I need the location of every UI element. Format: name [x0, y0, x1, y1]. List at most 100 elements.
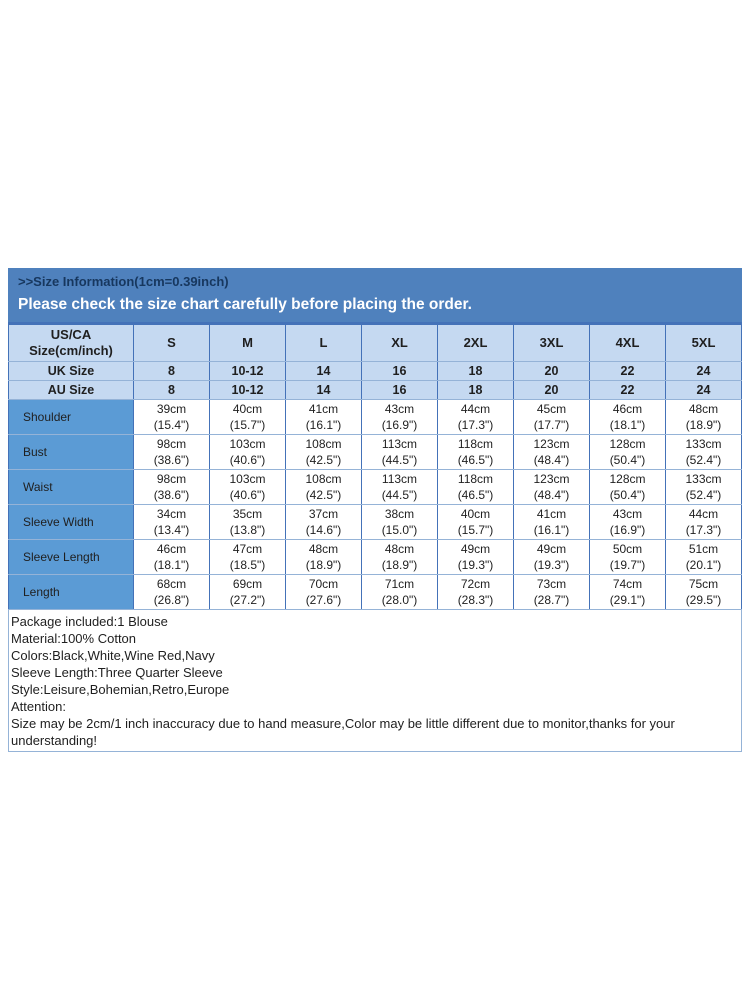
- measurement-cell: 46cm (18.1"): [133, 539, 210, 575]
- cm-value: 123cm: [533, 437, 570, 451]
- measurement-cell: 40cm (15.7"): [437, 504, 514, 540]
- corner-header-line1: US/CA: [50, 327, 92, 342]
- measurement-cell: 41cm (16.1"): [513, 504, 590, 540]
- header-band: >>Size Information(1cm=0.39inch) Please …: [8, 268, 742, 322]
- cm-value: 38cm: [384, 507, 415, 521]
- inch-value: (50.4"): [609, 488, 646, 502]
- inch-value: (13.8"): [229, 523, 266, 537]
- uk-size-value-2: 14: [285, 361, 362, 381]
- measurement-cell: 37cm (14.6"): [285, 504, 362, 540]
- au-size-value-3: 16: [361, 380, 438, 400]
- cm-value: 103cm: [229, 472, 266, 486]
- inch-value: (18.5"): [229, 558, 266, 572]
- inch-value: (29.1"): [609, 593, 646, 607]
- size-check-subtitle: Please check the size chart carefully be…: [18, 296, 472, 313]
- inch-value: (28.7"): [533, 593, 570, 607]
- inch-value: (46.5"): [457, 488, 494, 502]
- uk-size-value-7: 24: [665, 361, 742, 381]
- cm-value: 98cm: [156, 472, 187, 486]
- cm-value: 46cm: [612, 402, 643, 416]
- measurement-cell: 44cm (17.3"): [665, 504, 742, 540]
- inch-value: (18.9"): [685, 418, 722, 432]
- cm-value: 46cm: [156, 542, 187, 556]
- size-header-cell-6: 4XL: [589, 323, 666, 362]
- inch-value: (13.4"): [153, 523, 190, 537]
- inch-value: (17.3"): [457, 418, 494, 432]
- cm-value: 37cm: [308, 507, 339, 521]
- measurement-cell: 69cm (27.2"): [209, 574, 286, 610]
- measurement-cell: 40cm (15.7"): [209, 399, 286, 435]
- inch-value: (19.3"): [533, 558, 570, 572]
- cm-value: 70cm: [308, 577, 339, 591]
- cm-value: 133cm: [685, 437, 722, 451]
- measurement-cell: 44cm (17.3"): [437, 399, 514, 435]
- cm-value: 49cm: [460, 542, 491, 556]
- inch-value: (18.1"): [609, 418, 646, 432]
- measurement-cell: 38cm (15.0"): [361, 504, 438, 540]
- cm-value: 40cm: [232, 402, 263, 416]
- measurement-cell: 43cm (16.9"): [589, 504, 666, 540]
- measurement-cell: 49cm (19.3"): [437, 539, 514, 575]
- cm-value: 39cm: [156, 402, 187, 416]
- uk-size-value-1: 10-12: [209, 361, 286, 381]
- measurement-row-shoulder: Shoulder 39cm (15.4") 40cm (15.7") 41cm (16.1"…: [8, 399, 742, 435]
- size-table-body: US/CA Size(cm/inch) S M L XL 2XL 3XL 4XL 5XL UK…: [8, 323, 742, 610]
- measurement-cell: 34cm (13.4"): [133, 504, 210, 540]
- inch-value: (18.9"): [381, 558, 418, 572]
- au-size-value-5: 20: [513, 380, 590, 400]
- au-size-row: AU Size 8 10-12 14 16 18 20 22 24: [8, 380, 742, 400]
- size-header-cell-7: 5XL: [665, 323, 742, 362]
- inch-value: (19.7"): [609, 558, 646, 572]
- inch-value: (27.2"): [229, 593, 266, 607]
- cm-value: 41cm: [308, 402, 339, 416]
- measurement-cell: 108cm (42.5"): [285, 469, 362, 505]
- inch-value: (40.6"): [229, 488, 266, 502]
- inch-value: (46.5"): [457, 453, 494, 467]
- inch-value: (44.5"): [381, 453, 418, 467]
- uk-size-value-4: 18: [437, 361, 514, 381]
- cm-value: 108cm: [305, 437, 342, 451]
- cm-value: 47cm: [232, 542, 263, 556]
- measurement-cell: 48cm (18.9"): [285, 539, 362, 575]
- measurement-row-bust: Bust 98cm (38.6") 103cm (40.6") 108cm (42.5") 1…: [8, 434, 742, 470]
- size-header-cell-3: XL: [361, 323, 438, 362]
- uk-size-row: UK Size 8 10-12 14 16 18 20 22 24: [8, 361, 742, 381]
- measurement-label: Length: [8, 574, 134, 610]
- measurement-cell: 51cm (20.1"): [665, 539, 742, 575]
- measurement-row-length: Length 68cm (26.8") 69cm (27.2") 70cm (27.6") 7…: [8, 574, 742, 610]
- note-line-0: Package included:1 Blouse: [11, 614, 168, 629]
- size-table: US/CA Size(cm/inch) S M L XL 2XL 3XL 4XL 5XL UK…: [8, 322, 742, 610]
- inch-value: (15.7"): [457, 523, 494, 537]
- note-line-5: Attention:: [11, 699, 66, 714]
- inch-value: (16.9"): [381, 418, 418, 432]
- measurement-cell: 133cm (52.4"): [665, 469, 742, 505]
- size-header-cell-0: S: [133, 323, 210, 362]
- cm-value: 118cm: [457, 437, 494, 451]
- size-chart-sheet: >>Size Information(1cm=0.39inch) Please …: [8, 268, 742, 752]
- cm-value: 50cm: [612, 542, 643, 556]
- cm-value: 123cm: [533, 472, 570, 486]
- size-header-cell-5: 3XL: [513, 323, 590, 362]
- measurement-label: Waist: [8, 469, 134, 505]
- inch-value: (42.5"): [305, 488, 342, 502]
- cm-value: 74cm: [612, 577, 643, 591]
- corner-header-cell: US/CA Size(cm/inch): [8, 323, 134, 362]
- inch-value: (18.9"): [305, 558, 342, 572]
- cm-value: 51cm: [688, 542, 719, 556]
- measurement-cell: 113cm (44.5"): [361, 469, 438, 505]
- au-size-label: AU Size: [8, 380, 134, 400]
- cm-value: 43cm: [384, 402, 415, 416]
- note-line-4: Style:Leisure,Bohemian,Retro,Europe: [11, 682, 230, 697]
- measurement-cell: 74cm (29.1"): [589, 574, 666, 610]
- measurement-cell: 123cm (48.4"): [513, 434, 590, 470]
- measurement-cell: 103cm (40.6"): [209, 434, 286, 470]
- cm-value: 35cm: [232, 507, 263, 521]
- inch-value: (15.7"): [229, 418, 266, 432]
- cm-value: 49cm: [536, 542, 567, 556]
- measurement-cell: 118cm (46.5"): [437, 469, 514, 505]
- measurement-label: Shoulder: [8, 399, 134, 435]
- measurement-cell: 98cm (38.6"): [133, 434, 210, 470]
- inch-value: (52.4"): [685, 453, 722, 467]
- measurement-label: Bust: [8, 434, 134, 470]
- uk-size-value-0: 8: [133, 361, 210, 381]
